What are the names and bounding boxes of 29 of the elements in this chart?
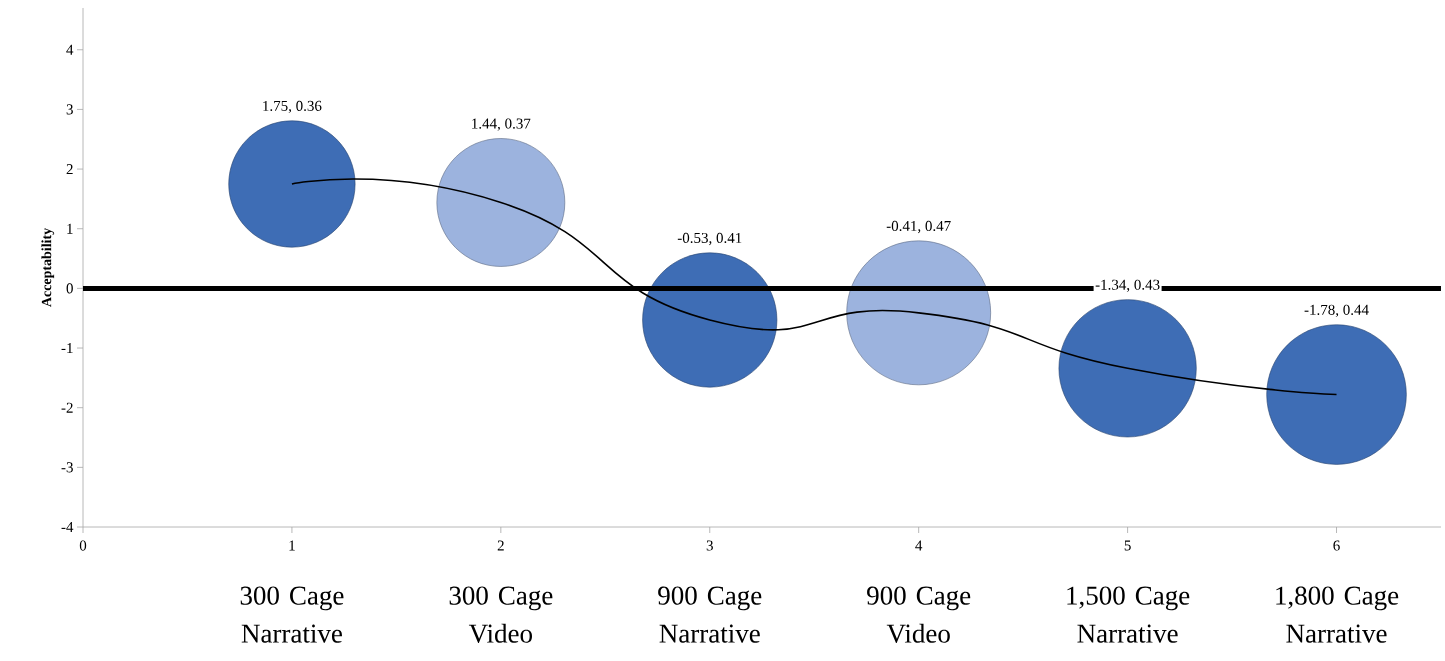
y-tick-label: 3: [66, 104, 73, 115]
y-tick-label: 1: [67, 223, 73, 234]
data-label: -0.53, 0.41: [677, 232, 742, 246]
x-tick-label: 6: [1333, 540, 1340, 551]
y-tick-label: 4: [66, 44, 74, 55]
y-tick-label: -1: [61, 343, 73, 353]
x-tick-label: 1: [289, 540, 295, 551]
data-label: -1.34, 0.43: [1095, 279, 1160, 292]
y-tick-label: -3: [61, 462, 73, 473]
x-tick-label: 4: [915, 540, 923, 551]
y-tick-label: -4: [61, 522, 74, 532]
x-tick-label: 5: [1124, 540, 1131, 551]
data-label: -0.41, 0.47: [886, 220, 951, 234]
y-tick-label: 2: [66, 164, 73, 175]
y-tick-label: -2: [61, 402, 73, 413]
x-tick-label: 2: [497, 540, 504, 551]
data-label: -1.78, 0.44: [1304, 304, 1369, 318]
text: 900 Cage Narrative: [658, 586, 762, 643]
text: 1,800 Cage Narrative: [1276, 586, 1399, 643]
x-tick-label: 0: [79, 540, 87, 551]
text: 1,500 Cage Narrative: [1067, 586, 1190, 643]
data-label: 1.75, 0.36: [263, 100, 322, 114]
x-tick-label: 3: [706, 540, 713, 551]
text: 900 Cage Video: [867, 586, 971, 643]
y-tick-label: 0: [66, 283, 73, 294]
text: 300 Cage Narrative: [240, 586, 344, 643]
text: 300 Cage Video: [449, 586, 553, 643]
data-label: 1.44, 0.37: [472, 118, 531, 131]
y-axis-title: Acceptability: [41, 227, 55, 308]
